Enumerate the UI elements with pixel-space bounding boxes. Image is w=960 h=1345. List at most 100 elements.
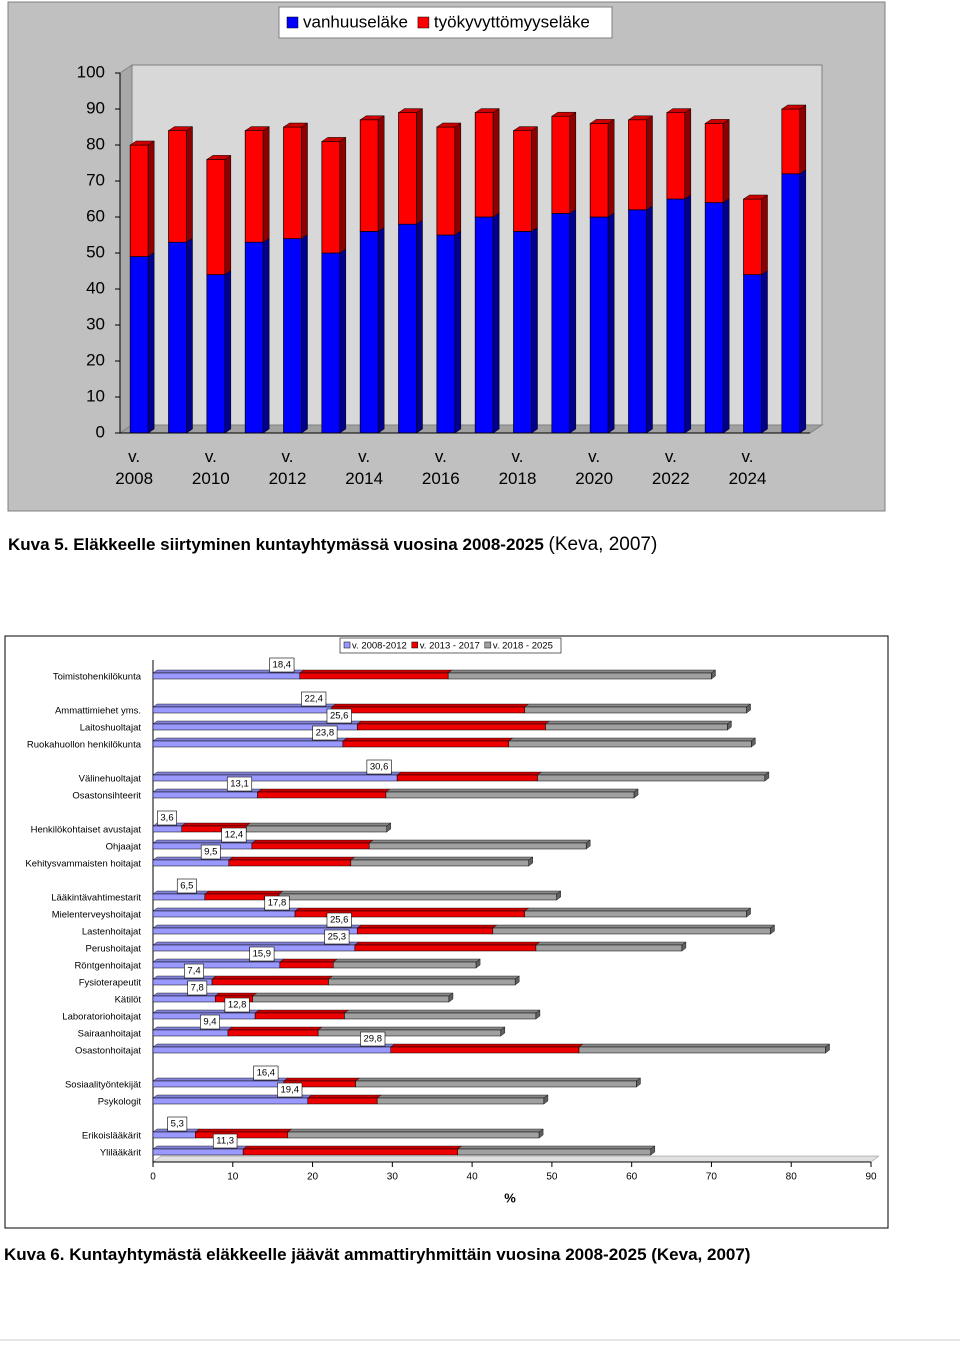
y-tick-label: 10 <box>86 386 105 405</box>
value-label-box <box>176 878 197 894</box>
bar-segment <box>743 274 762 434</box>
value-label-box <box>224 997 250 1013</box>
bar-segment <box>152 1148 244 1156</box>
bar-top <box>359 115 385 121</box>
bar-top <box>589 119 615 124</box>
bar-top <box>666 108 692 113</box>
bar-segment <box>228 859 352 867</box>
value-label: 13,1 <box>230 779 249 790</box>
y-tick-label: 70 <box>86 170 105 189</box>
bar-segment <box>578 1046 826 1054</box>
bar-side <box>416 108 423 225</box>
x-tick-label: v. 2012 <box>268 447 307 488</box>
bar-segment <box>344 1012 537 1020</box>
bar-top <box>447 669 717 674</box>
bar-segment <box>390 1046 580 1054</box>
value-label: 17,8 <box>268 898 287 909</box>
bar-top <box>152 1043 396 1048</box>
bar-segment <box>331 706 526 714</box>
bar-top <box>474 108 500 113</box>
bar-segment <box>279 961 334 969</box>
bar-segment <box>333 961 477 969</box>
bar-segment <box>551 115 571 214</box>
bar-top <box>376 1094 549 1099</box>
value-label-box <box>326 912 352 928</box>
bar-side <box>262 237 270 434</box>
bar-side <box>722 198 730 434</box>
bar-segment <box>513 130 532 232</box>
legend-box <box>278 6 613 39</box>
bar-segment <box>152 740 344 748</box>
bar-top <box>307 1094 382 1099</box>
bar-side <box>761 194 768 276</box>
y-tick-label: Ylilääkärit <box>100 1148 142 1159</box>
x-tick-label: v. 2016 <box>421 447 460 488</box>
bar-top <box>327 975 520 980</box>
bar-segment <box>168 241 187 434</box>
bar-segment <box>317 1029 502 1037</box>
y-tick-label: Osastonhoitajat <box>75 1046 141 1057</box>
bar-top <box>551 111 577 117</box>
bar-segment <box>152 706 332 714</box>
bar-segment <box>704 123 724 203</box>
legend-label: v. 2018 - 2025 <box>493 641 553 652</box>
value-label-box <box>221 827 247 843</box>
bar-top <box>129 140 155 146</box>
value-label: 12,8 <box>228 1000 247 1011</box>
bar-segment <box>398 112 417 225</box>
bar-end <box>448 992 454 1003</box>
bar-end <box>751 737 756 748</box>
x-tick-label: 40 <box>467 1172 479 1183</box>
bar-segment <box>356 927 494 935</box>
bar-segment <box>246 825 387 833</box>
bar-segment <box>307 1097 378 1105</box>
bar-segment <box>206 159 226 275</box>
bar-segment <box>359 231 379 434</box>
bar-top <box>457 1145 656 1150</box>
bar-top <box>508 737 756 742</box>
x-tick-label: 10 <box>227 1172 239 1183</box>
bar-side <box>569 111 577 214</box>
bar-segment <box>376 1097 545 1105</box>
bar-side <box>147 252 155 434</box>
bar-top <box>331 703 530 708</box>
bar-end <box>538 1128 544 1139</box>
x-tick-label: v. 2014 <box>345 447 384 488</box>
y-tick-label: Välinehuoltajat <box>79 774 142 785</box>
value-label-box <box>301 691 327 707</box>
bar-segment <box>227 1029 319 1037</box>
bar-top <box>256 788 391 793</box>
value-label-box <box>157 810 177 826</box>
value-label-box <box>277 1082 303 1098</box>
bar-top <box>204 890 284 895</box>
y-tick-label: 80 <box>86 134 105 153</box>
caption-2-text: Kuva 6. Kuntayhtymästä eläkkeelle jäävät… <box>4 1245 751 1264</box>
caption-1-source: (Keva, 2007) <box>548 534 658 555</box>
bar-segment <box>152 910 296 918</box>
value-label: 25,6 <box>330 915 349 926</box>
caption-2: Kuva 6. Kuntayhtymästä eläkkeelle jäävät… <box>4 1245 750 1265</box>
bar-segment <box>152 1029 229 1037</box>
y-tick-label: 20 <box>86 350 105 369</box>
bar-top <box>396 771 543 776</box>
bar-segment <box>436 234 456 434</box>
caption-1-bold: Kuva 5. Eläkkeelle siirtyminen kuntayhty… <box>8 535 544 554</box>
value-label: 9,4 <box>203 1017 216 1028</box>
bar-end <box>475 958 481 969</box>
y-tick-label: Ammattimiehet yms. <box>55 706 141 717</box>
bar-top <box>294 907 530 912</box>
bar-segment <box>206 274 226 434</box>
y-tick-label: Sairaanhoitajat <box>78 1029 142 1040</box>
bar-side <box>569 208 577 434</box>
bar-side <box>377 115 385 232</box>
bar-top <box>704 119 730 124</box>
y-tick-label: Röntgenhoitajat <box>74 961 141 972</box>
value-label: 18,4 <box>273 660 292 671</box>
x-tick-label: v. 2022 <box>651 447 690 488</box>
bar-segment <box>152 893 206 901</box>
bar-segment <box>283 238 302 434</box>
bar-segment <box>129 256 149 434</box>
bar-segment <box>254 1012 345 1020</box>
y-tick-label: Lääkintävahtimestarit <box>51 893 141 904</box>
